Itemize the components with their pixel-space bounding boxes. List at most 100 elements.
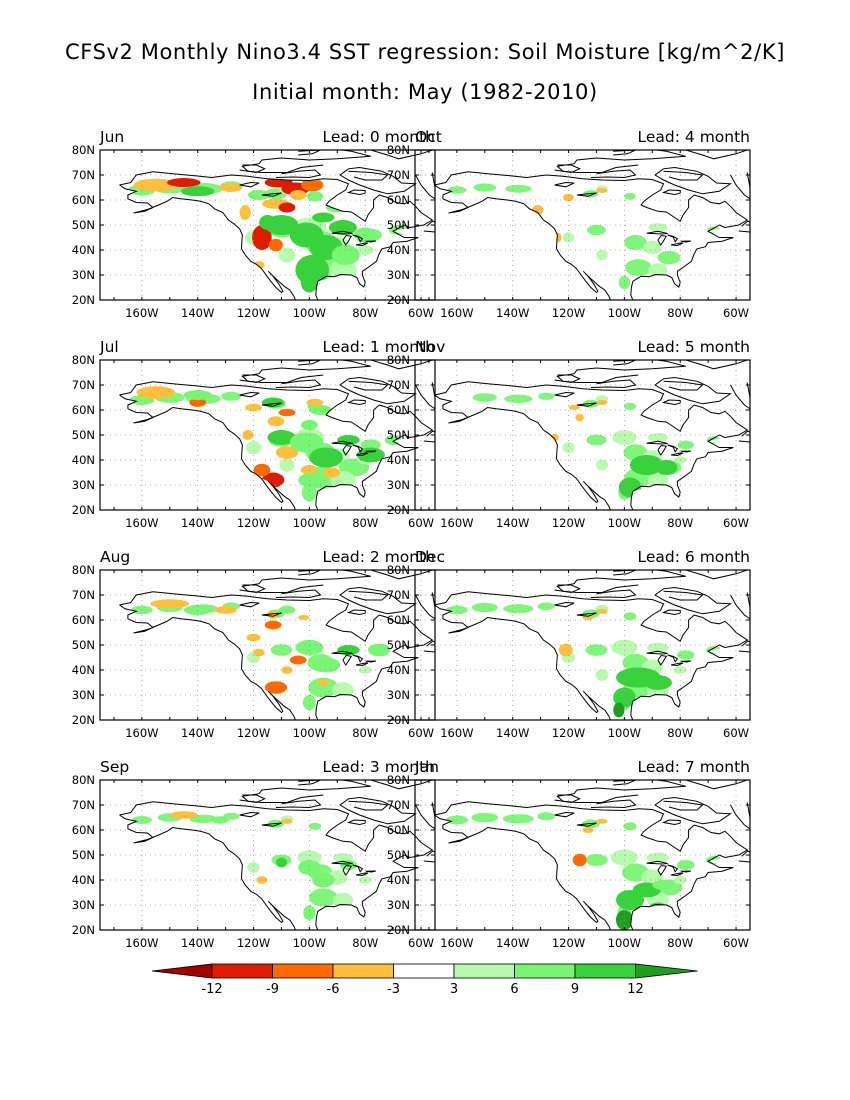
lon-tick-label: 120W (552, 936, 585, 950)
lon-tick-label: 140W (181, 306, 214, 320)
lon-tick-label: 80W (667, 306, 693, 320)
lat-tick-label: 40N (72, 873, 95, 887)
lon-tick-label: 140W (181, 516, 214, 530)
panel-month-label: Jan (415, 758, 439, 776)
lat-tick-label: 60N (387, 823, 410, 837)
map-plot (100, 360, 435, 510)
panel-lead-label: Lead: 5 month (638, 338, 750, 356)
lon-tick-label: 80W (352, 936, 378, 950)
lon-tick-label: 120W (237, 306, 270, 320)
lon-tick-label: 120W (237, 936, 270, 950)
lon-tick-label: 140W (181, 726, 214, 740)
lon-tick-label: 120W (552, 726, 585, 740)
soil-moisture-field (131, 599, 390, 710)
figure-subtitle: Initial month: May (1982-2010) (0, 80, 850, 104)
lon-tick-label: 160W (125, 726, 158, 740)
lon-tick-label: 120W (552, 516, 585, 530)
colorbar-bin (212, 964, 273, 978)
map-panel-jan: Jan Lead: 7 month 80N 70N 60N 50N 40N 30N 20N 160… (415, 780, 750, 940)
lat-tick-label: 40N (72, 663, 95, 677)
lon-tick-label: 80W (667, 516, 693, 530)
lat-tick-label: 70N (387, 378, 410, 392)
map-plot (415, 360, 750, 510)
lat-tick-label: 50N (72, 428, 95, 442)
panel-month-label: Dec (415, 548, 445, 566)
lon-tick-label: 100W (608, 306, 641, 320)
lat-tick-label: 80N (387, 143, 410, 157)
colorbar-bin (333, 964, 394, 978)
colorbar-bin (575, 964, 636, 978)
lat-tick-label: 60N (387, 613, 410, 627)
colorbar-tick-label: 3 (450, 982, 458, 997)
lat-tick-label: 60N (387, 193, 410, 207)
colorbar-bin (273, 964, 334, 978)
lat-tick-label: 40N (387, 243, 410, 257)
lat-tick-label: 40N (387, 453, 410, 467)
lon-tick-label: 100W (293, 516, 326, 530)
lat-tick-label: 20N (72, 503, 95, 517)
colorbar-tick-label: -12 (201, 982, 222, 997)
lat-tick-label: 60N (387, 403, 410, 417)
colorbar-low-arrow (152, 964, 212, 978)
lat-tick-label: 60N (72, 403, 95, 417)
lon-tick-label: 80W (667, 936, 693, 950)
colorbar-high-arrow (636, 964, 698, 978)
lon-tick-label: 60W (723, 306, 749, 320)
lat-tick-label: 50N (387, 218, 410, 232)
map-plot (415, 570, 750, 720)
lat-tick-label: 20N (387, 503, 410, 517)
lon-tick-label: 100W (608, 516, 641, 530)
lat-tick-label: 30N (72, 898, 95, 912)
map-panel-jun: Jun Lead: 0 month 80N 70N 60N 50N 40N 30N 20N 160… (100, 150, 435, 310)
lat-tick-label: 70N (387, 798, 410, 812)
panel-month-label: Sep (100, 758, 129, 776)
map-panel-jul: Jul Lead: 1 month 80N 70N 60N 50N 40N 30N 20N 160… (100, 360, 435, 520)
lon-tick-label: 60W (723, 516, 749, 530)
lat-tick-label: 30N (387, 898, 410, 912)
lat-tick-label: 50N (387, 638, 410, 652)
colorbar-tick-label: 12 (627, 982, 644, 997)
map-plot (100, 780, 435, 930)
lat-tick-label: 60N (72, 613, 95, 627)
panel-lead-label: Lead: 4 month (638, 128, 750, 146)
lat-tick-label: 50N (72, 638, 95, 652)
colorbar-tick-label: -3 (387, 982, 400, 997)
lat-tick-label: 30N (72, 268, 95, 282)
colorbar-tick-label: 6 (510, 982, 518, 997)
lon-tick-label: 120W (552, 306, 585, 320)
panel-month-label: Jul (100, 338, 119, 356)
lat-tick-label: 30N (72, 688, 95, 702)
map-panel-dec: Dec Lead: 6 month 80N 70N 60N 50N 40N 30N 20N 160… (415, 570, 750, 730)
coastlines (435, 145, 757, 300)
lat-tick-label: 70N (387, 588, 410, 602)
colorbar-tick-label: 9 (571, 982, 579, 997)
map-plot (100, 570, 435, 720)
lon-tick-label: 60W (723, 936, 749, 950)
lon-tick-label: 160W (125, 936, 158, 950)
lon-tick-label: 160W (125, 306, 158, 320)
lat-tick-label: 30N (72, 478, 95, 492)
lon-tick-label: 80W (667, 726, 693, 740)
lat-tick-label: 80N (72, 563, 95, 577)
lat-tick-label: 40N (72, 243, 95, 257)
lon-tick-label: 120W (237, 726, 270, 740)
lon-tick-label: 100W (293, 306, 326, 320)
colorbar-bin (394, 964, 455, 978)
lat-tick-label: 60N (72, 823, 95, 837)
lon-tick-label: 100W (608, 936, 641, 950)
lon-tick-label: 80W (352, 516, 378, 530)
lat-tick-label: 80N (387, 353, 410, 367)
lat-tick-label: 70N (72, 588, 95, 602)
lat-tick-label: 20N (72, 923, 95, 937)
colorbar (150, 962, 700, 982)
lat-tick-label: 40N (72, 453, 95, 467)
soil-moisture-field (448, 183, 721, 289)
map-plot (415, 780, 750, 930)
coastlines (435, 565, 757, 720)
lat-tick-label: 30N (387, 478, 410, 492)
panel-month-label: Oct (415, 128, 442, 146)
map-panel-oct: Oct Lead: 4 month 80N 70N 60N 50N 40N 30N 20N 160… (415, 150, 750, 310)
lat-tick-label: 80N (387, 773, 410, 787)
colorbar-bin (515, 964, 576, 978)
lat-tick-label: 20N (387, 923, 410, 937)
